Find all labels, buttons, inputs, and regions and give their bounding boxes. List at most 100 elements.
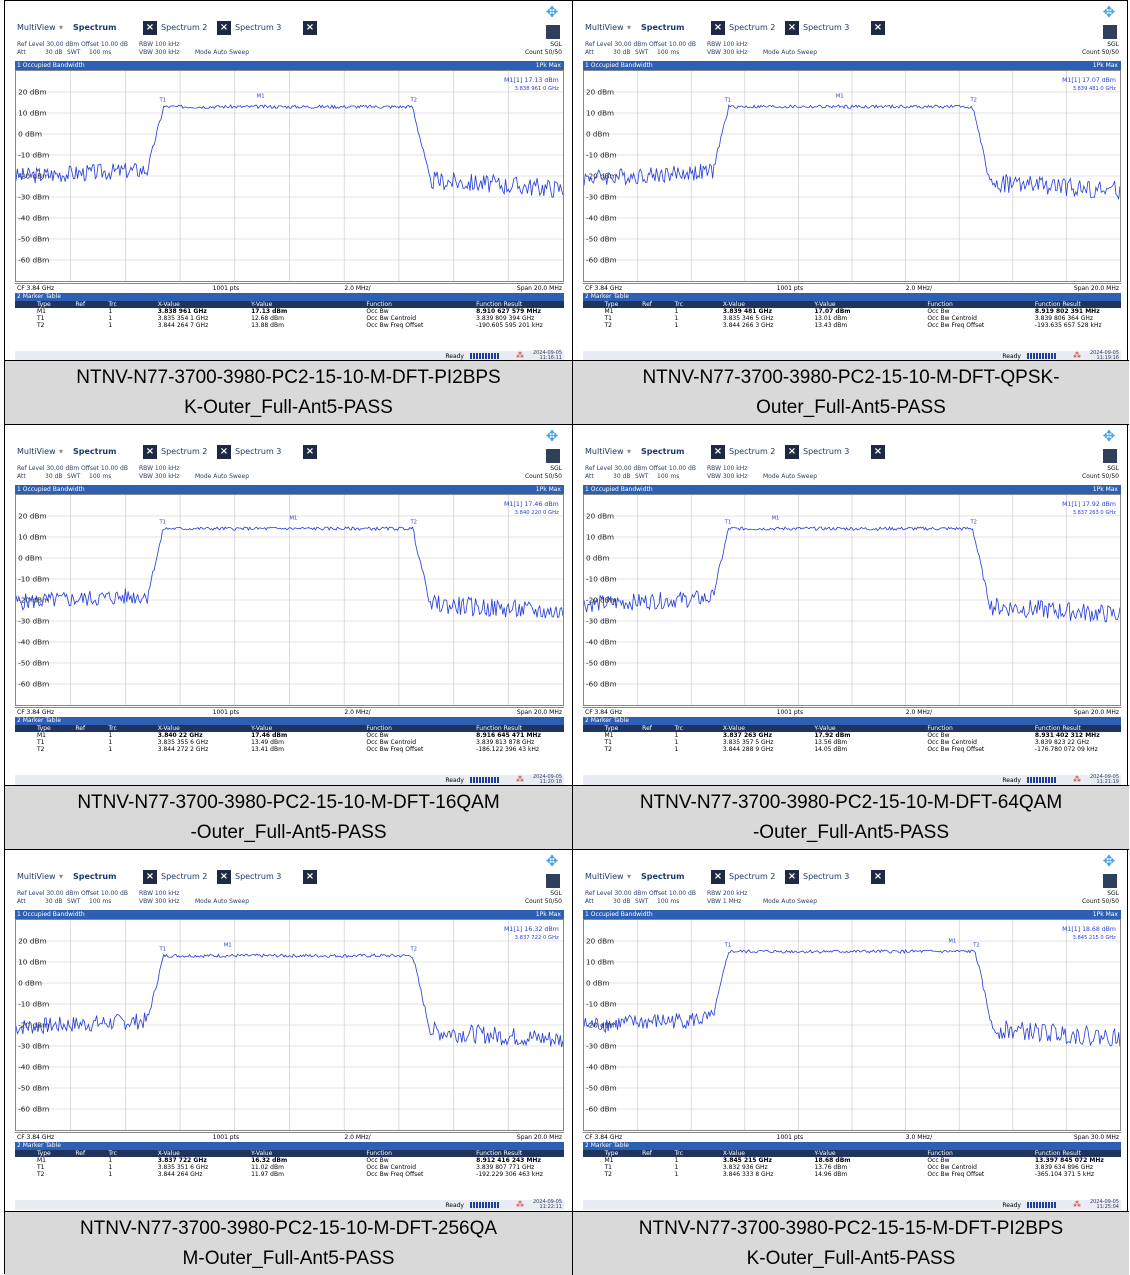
close-icon[interactable]: × [303,870,317,884]
compass-icon: ✥ [1102,4,1116,21]
marker-row[interactable]: T1 1 3.835 351 6 GHz 11.02 dBm Occ Bw Centro… [15,1164,564,1171]
menu-button[interactable] [546,449,560,463]
spectrum-plot[interactable]: 20 dBm 10 dBm 0 dBm -10 dBm -20 dBm -30 dBm -4… [15,70,564,282]
tab-spectrum-2[interactable]: Spectrum 2 [161,447,208,456]
marker-row[interactable]: T2 1 3.844 264 GHz 11.97 dBm Occ Bw Freq Off… [15,1171,564,1178]
menu-button[interactable] [1103,25,1117,39]
multiview-tab[interactable]: MultiView [585,23,624,32]
spectrum-plot[interactable]: 20 dBm 10 dBm 0 dBm -10 dBm -20 dBm -30 dBm -4… [583,494,1121,706]
close-icon[interactable]: × [217,870,231,884]
chevron-down-icon[interactable]: ▾ [59,23,64,32]
timestamp: 2024-09-05 11:25:04 [1090,1200,1119,1210]
marker-cell-type: T2 [36,322,45,329]
chevron-down-icon[interactable]: ▾ [59,872,64,881]
close-icon[interactable]: × [711,21,725,35]
marker-row[interactable]: T2 1 3.844 266 3 GHz 13.43 dBm Occ Bw Freq O… [583,322,1121,329]
swt-value: 100 ms [657,898,680,905]
spectrum-plot[interactable]: 20 dBm 10 dBm 0 dBm -10 dBm -20 dBm -30 dBm -4… [583,919,1121,1131]
close-icon[interactable]: × [785,445,799,459]
marker-cell-y: 13.41 dBm [251,746,284,753]
chevron-down-icon[interactable]: ▾ [627,23,632,32]
time: 11:16:11 [539,355,562,361]
spectrum-plot[interactable]: 20 dBm 10 dBm 0 dBm -10 dBm -20 dBm -30 dBm -4… [15,919,564,1131]
marker-row[interactable]: T1 1 3.835 354 1 GHz 12.68 dBm Occ Bw Centro… [15,315,564,322]
marker-row[interactable]: T2 1 3.844 272 2 GHz 13.41 dBm Occ Bw Freq O… [15,746,564,753]
close-icon[interactable]: × [143,445,157,459]
marker-row[interactable]: T1 1 3.835 346 5 GHz 13.01 dBm Occ Bw Centro… [583,315,1121,322]
swt-value: 100 ms [89,473,112,480]
close-icon[interactable]: × [217,21,231,35]
tab-spectrum-2[interactable]: Spectrum 2 [161,23,208,32]
marker-row[interactable]: M1 1 3.837 263 GHz 17.92 dBm Occ Bw 8.931 402… [583,732,1121,739]
results-grid: ✥ MultiView ▾ Spectrum × Spectrum 2 × Sp… [4,0,1129,1275]
close-icon[interactable]: × [303,445,317,459]
marker-row[interactable]: T2 1 3.844 288 9 GHz 14.05 dBm Occ Bw Freq O… [583,746,1121,753]
tab-spectrum-3[interactable]: Spectrum 3 [803,23,850,32]
close-icon[interactable]: × [871,21,885,35]
chevron-down-icon[interactable]: ▾ [627,447,632,456]
marker-cell-res: -193.635 657 528 kHz [1034,322,1102,329]
multiview-tab[interactable]: MultiView [17,23,56,32]
close-icon[interactable]: × [871,445,885,459]
tab-spectrum[interactable]: Spectrum [73,23,117,32]
close-icon[interactable]: × [303,21,317,35]
multiview-tab[interactable]: MultiView [585,872,624,881]
close-icon[interactable]: × [785,21,799,35]
status-ready: Ready [445,353,464,360]
spectrum-plot[interactable]: 20 dBm 10 dBm 0 dBm -10 dBm -20 dBm -30 dBm -4… [15,494,564,706]
close-icon[interactable]: × [785,870,799,884]
chevron-down-icon[interactable]: ▾ [627,872,632,881]
att-value: 30 dB [613,49,631,56]
col-y: Y-Value [814,301,836,308]
close-icon[interactable]: × [217,445,231,459]
tab-spectrum[interactable]: Spectrum [73,447,117,456]
close-icon[interactable]: × [143,870,157,884]
x-axis-info: CF 3.84 GHz 1001 pts 2.0 MHz/ Span 20.0 … [15,707,564,717]
division: 2.0 MHz/ [905,709,933,716]
tab-spectrum-3[interactable]: Spectrum 3 [235,23,282,32]
division: 2.0 MHz/ [344,709,371,716]
close-icon[interactable]: × [871,870,885,884]
tab-spectrum-3[interactable]: Spectrum 3 [235,447,282,456]
tab-spectrum-2[interactable]: Spectrum 2 [161,872,208,881]
menu-button[interactable] [1103,449,1117,463]
marker-readout-level: M1[1] 17.07 dBm [1062,77,1116,84]
marker-row[interactable]: T1 1 3.835 357 5 GHz 13.56 dBm Occ Bw Centro… [583,739,1121,746]
tab-spectrum-2[interactable]: Spectrum 2 [729,447,776,456]
chevron-down-icon[interactable]: ▾ [59,447,64,456]
att-value: 30 dB [45,473,63,480]
marker-cell-y: 13.01 dBm [814,315,848,322]
marker-row[interactable]: T2 1 3.846 333 8 GHz 14.96 dBm Occ Bw Freq O… [583,1171,1121,1178]
tab-spectrum[interactable]: Spectrum [641,23,685,32]
marker-row[interactable]: T1 1 3.835 355 6 GHz 13.49 dBm Occ Bw Centro… [15,739,564,746]
spectrum-plot[interactable]: 20 dBm 10 dBm 0 dBm -10 dBm -20 dBm -30 dBm -4… [583,70,1121,282]
tab-spectrum-3[interactable]: Spectrum 3 [235,872,282,881]
marker-row[interactable]: M1 1 3.837 722 GHz 16.32 dBm Occ Bw 8.912 416… [15,1157,564,1164]
status-bar: Ready ⁂ 2024-09-05 11:20:18 [15,775,564,785]
menu-button[interactable] [546,25,560,39]
tab-spectrum-2[interactable]: Spectrum 2 [729,23,776,32]
tab-spectrum-2[interactable]: Spectrum 2 [729,872,776,881]
tab-spectrum[interactable]: Spectrum [641,872,685,881]
menu-button[interactable] [546,874,560,888]
marker-row[interactable]: M1 1 3.838 961 GHz 17.13 dBm Occ Bw 8.910 627… [15,308,564,315]
close-icon[interactable]: × [711,445,725,459]
multiview-tab[interactable]: MultiView [17,447,56,456]
multiview-tab[interactable]: MultiView [585,447,624,456]
tab-spectrum[interactable]: Spectrum [73,872,117,881]
tab-spectrum-3[interactable]: Spectrum 3 [803,447,850,456]
tab-spectrum-3[interactable]: Spectrum 3 [803,872,850,881]
status-ready: Ready [445,1202,464,1209]
multiview-tab[interactable]: MultiView [17,872,56,881]
menu-button[interactable] [1103,874,1117,888]
marker-row[interactable]: M1 1 3.840 22 GHz 17.46 dBm Occ Bw 8.916 645 … [15,732,564,739]
warning-icon: ⁂ [1073,1200,1081,1209]
marker-row[interactable]: M1 1 3.839 481 GHz 17.07 dBm Occ Bw 8.919 802… [583,308,1121,315]
marker-row[interactable]: M1 1 3.845 215 GHz 18.68 dBm Occ Bw 13.397 84… [583,1157,1121,1164]
close-icon[interactable]: × [143,21,157,35]
col-trc: Trc [108,725,117,732]
tab-spectrum[interactable]: Spectrum [641,447,685,456]
close-icon[interactable]: × [711,870,725,884]
marker-row[interactable]: T1 1 3.832 936 GHz 13.76 dBm Occ Bw Centroid… [583,1164,1121,1171]
marker-row[interactable]: T2 1 3.844 264 7 GHz 13.88 dBm Occ Bw Freq O… [15,322,564,329]
